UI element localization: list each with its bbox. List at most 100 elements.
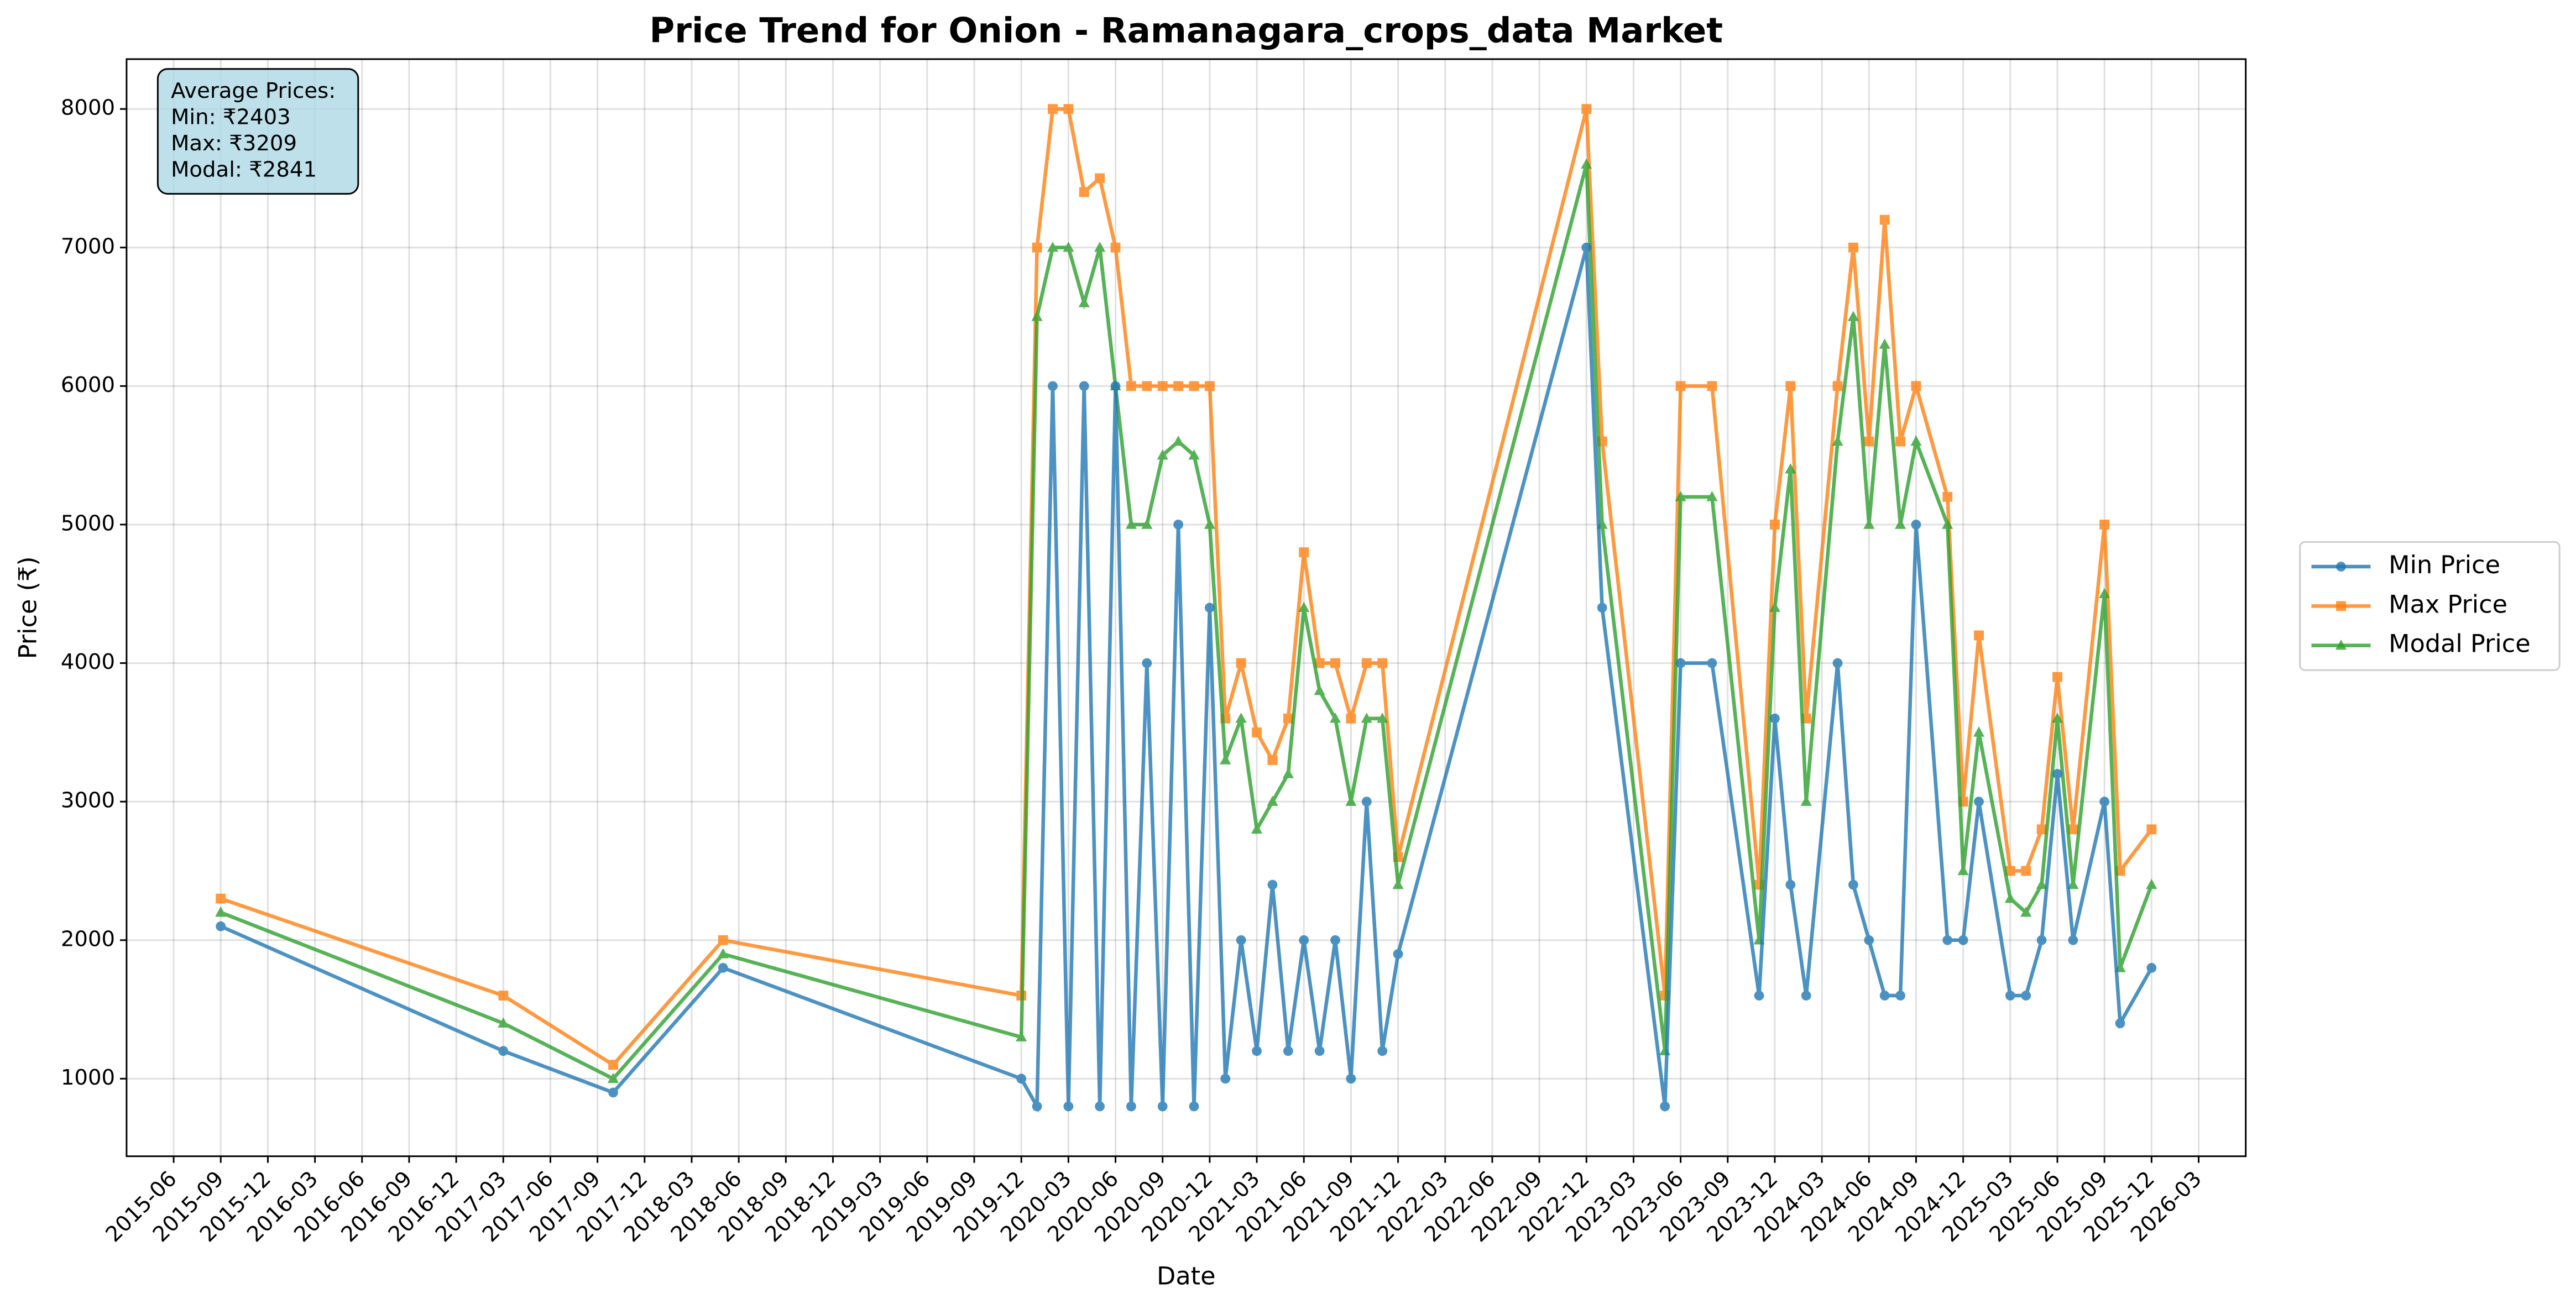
marker [1110,242,1121,253]
marker [2004,892,2016,903]
marker [2005,866,2015,876]
marker [1957,865,1969,876]
marker [1361,713,1372,723]
marker [2052,769,2062,779]
marker [1377,713,1388,723]
marker [2021,866,2031,876]
marker [1346,1074,1356,1084]
marker [1785,463,1796,474]
marker [2146,962,2157,973]
marker [2052,672,2062,682]
marker [1204,519,1215,529]
marker [1910,435,1922,446]
marker [1581,242,1592,253]
legend-label: Min Price [2389,551,2500,579]
marker [498,1046,509,1056]
marker [1848,879,1858,890]
marker [1314,658,1325,668]
marker [1770,713,1780,724]
marker [1660,1101,1670,1112]
legend-label: Max Price [2389,590,2507,619]
y-tick-label: 2000 [61,926,115,951]
marker [2099,797,2110,807]
marker [1911,381,1921,391]
y-tick-label: 5000 [61,511,115,536]
marker [2146,824,2157,835]
marker [1125,519,1137,529]
marker [1095,173,1105,184]
marker [1283,1046,1293,1056]
annotation-text: Min: ₹2403 [171,104,291,129]
marker [1832,658,1843,668]
marker [1879,214,1890,225]
marker [1267,879,1278,890]
marker [1346,713,1356,724]
marker [1675,381,1686,391]
marker [1032,1101,1042,1112]
marker [1063,104,1074,114]
annotation-text: Average Prices: [171,78,336,103]
marker [1079,187,1089,197]
marker [1864,935,1874,945]
marker [2068,935,2078,945]
marker [1172,435,1184,446]
marker [216,921,226,931]
annotation-text: Max: ₹3209 [171,131,297,156]
marker [1157,1101,1168,1112]
annotation-box [156,68,359,195]
marker [1847,311,1859,321]
marker [1252,1046,1262,1056]
marker [608,1087,618,1098]
marker [1220,1074,1231,1084]
marker [2335,639,2347,650]
marker [1110,381,1121,391]
marker [1298,601,1310,612]
marker [1251,823,1263,834]
marker [1895,436,1905,447]
marker [1299,935,1309,945]
marker [1973,726,1985,737]
marker [718,935,728,945]
marker [2099,588,2110,598]
marker [1173,520,1184,530]
marker [607,1072,619,1083]
marker [1911,520,1921,530]
marker [1330,658,1340,668]
plot-frame [126,58,2247,1158]
marker [1974,797,1984,807]
marker [1282,768,1294,778]
y-tick-label: 4000 [61,650,115,674]
marker [1785,381,1796,391]
marker [1675,658,1686,668]
marker [1329,713,1341,723]
marker [1675,491,1686,501]
marker [1770,520,1780,530]
marker [2067,878,2079,889]
marker [1581,158,1592,169]
marker [718,962,728,973]
marker [1283,713,1293,724]
marker [1126,1101,1136,1112]
marker [1392,878,1404,889]
marker [2005,991,2015,1001]
marker [1157,381,1168,391]
marker [1769,601,1781,612]
marker [1863,519,1875,529]
legend-box [2299,541,2561,671]
marker [1707,381,1717,391]
marker [1361,658,1372,668]
marker [1942,519,1953,529]
marker [1142,658,1152,668]
marker [1754,991,1764,1001]
series [216,104,2157,1070]
marker [2036,824,2047,835]
marker [1581,104,1592,114]
series [215,158,2157,1083]
marker [1189,1101,1199,1112]
marker [2146,878,2157,889]
marker [1094,242,1106,252]
marker [1078,297,1090,307]
marker [2036,935,2047,945]
